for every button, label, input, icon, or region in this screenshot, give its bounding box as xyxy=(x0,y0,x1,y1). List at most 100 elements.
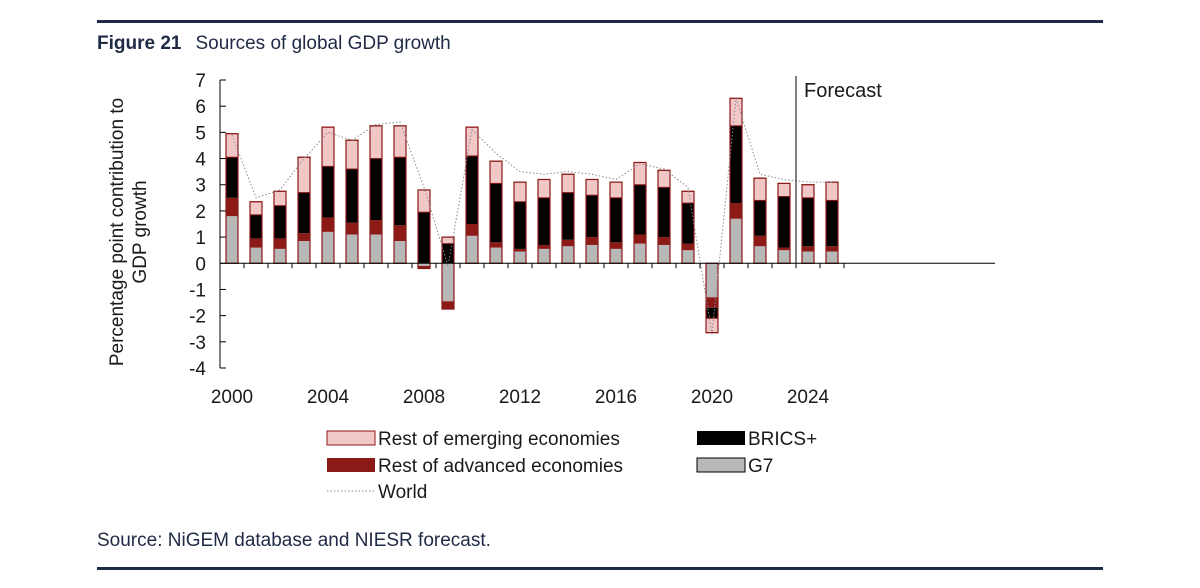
bar-g7-2004 xyxy=(322,231,334,264)
legend-swatch-g7 xyxy=(696,457,746,473)
bar-g7-2002 xyxy=(274,248,286,264)
bar-brics-2000 xyxy=(226,157,238,198)
bar-rest-advanced-2000 xyxy=(226,197,238,217)
bar-outline-2008 xyxy=(417,189,431,270)
bar-brics-2010 xyxy=(466,155,478,224)
x-tick-label: 2016 xyxy=(595,387,637,408)
x-tick-label: 2000 xyxy=(211,387,253,408)
bar-rest-advanced-2023 xyxy=(778,247,790,251)
forecast-label: Forecast xyxy=(804,80,882,102)
bar-rest-emerging-2022 xyxy=(753,177,767,201)
bar-brics-2025 xyxy=(826,200,838,247)
bar-rest-emerging-2004 xyxy=(321,126,335,167)
figure-title-text: Sources of global GDP growth xyxy=(195,33,451,54)
bar-rest-advanced-2004 xyxy=(322,217,334,232)
bar-rest-advanced-2010 xyxy=(466,224,478,236)
bar-rest-advanced-2015 xyxy=(586,237,598,245)
x-tick-label: 2008 xyxy=(403,387,445,408)
bar-brics-2009 xyxy=(442,243,454,264)
world-series-line xyxy=(231,98,832,335)
bar-g7-2001 xyxy=(250,247,262,264)
bar-outline-2009 xyxy=(441,236,455,310)
bar-g7-2022 xyxy=(754,246,766,264)
y-axis-label-line: Percentage point contribution to xyxy=(107,98,128,366)
bar-g7-2011 xyxy=(490,247,502,264)
x-tick-label: 2020 xyxy=(691,387,733,408)
y-tick-label: -4 xyxy=(189,359,206,380)
bar-rest-advanced-2012 xyxy=(514,248,526,252)
x-tick-label: 2004 xyxy=(307,387,350,408)
bar-brics-2005 xyxy=(346,169,358,223)
y-axis: -4 -3 -2 -1 0 1 2 3 4 5 6 7 xyxy=(189,71,226,380)
bar-g7-2014 xyxy=(562,246,574,264)
bar-brics-2014 xyxy=(562,192,574,240)
bars xyxy=(225,97,839,334)
bar-rest-emerging-2006 xyxy=(369,125,383,160)
bar-rest-advanced-2002 xyxy=(274,238,286,249)
bar-rest-emerging-2023 xyxy=(777,182,791,198)
bar-rest-emerging-2015 xyxy=(585,178,599,196)
y-axis-label-line: GDP growth xyxy=(130,180,151,283)
bar-brics-2021 xyxy=(730,125,742,204)
bar-rest-advanced-2003 xyxy=(298,233,310,242)
bar-brics-2017 xyxy=(634,184,646,235)
bar-rest-emerging-2005 xyxy=(345,139,359,170)
bar-g7-2020 xyxy=(706,263,718,298)
bar-rest-emerging-2014 xyxy=(561,173,575,194)
bar-rest-emerging-2010 xyxy=(465,126,479,157)
bar-brics-2015 xyxy=(586,195,598,238)
y-tick-label: -2 xyxy=(189,307,206,328)
bar-rest-emerging-2016 xyxy=(609,181,623,199)
figure-title: Figure 21 Sources of global GDP growth xyxy=(97,33,451,55)
x-tick-label: 2012 xyxy=(499,387,541,408)
bar-rest-emerging-2011 xyxy=(489,160,503,184)
legend-label-g7: G7 xyxy=(748,456,773,477)
bar-brics-2006 xyxy=(370,158,382,221)
legend-label-world: World xyxy=(378,482,427,503)
bar-rest-advanced-2025 xyxy=(826,246,838,252)
bar-brics-2018 xyxy=(658,187,670,238)
bar-brics-2016 xyxy=(610,197,622,243)
legend-label-rest-emerging: Rest of emerging economies xyxy=(378,429,620,450)
y-tick-label: 4 xyxy=(195,150,206,171)
bar-brics-2002 xyxy=(274,205,286,239)
bar-brics-2001 xyxy=(250,214,262,239)
bar-g7-2006 xyxy=(370,234,382,264)
bar-rest-advanced-2021 xyxy=(730,203,742,219)
x-tick-label: 2024 xyxy=(787,387,830,408)
bar-rest-advanced-2016 xyxy=(610,242,622,249)
bar-rest-emerging-2002 xyxy=(273,190,287,207)
bar-rest-advanced-2022 xyxy=(754,235,766,247)
legend-swatch-rest-emerging xyxy=(326,430,376,446)
bar-brics-2019 xyxy=(682,203,694,244)
y-tick-label: 7 xyxy=(195,71,206,92)
bar-g7-2018 xyxy=(658,244,670,264)
y-tick-label: 0 xyxy=(195,254,206,275)
legend-label-rest-advanced: Rest of advanced economies xyxy=(378,456,623,477)
bar-g7-2010 xyxy=(466,235,478,264)
bar-rest-emerging-2001 xyxy=(249,201,263,216)
bar-rest-emerging-2018 xyxy=(657,169,671,188)
bar-rest-advanced-2006 xyxy=(370,220,382,235)
legend: Rest of emerging economies BRICS+ Rest of … xyxy=(326,429,817,503)
bar-rest-emerging-2003 xyxy=(297,156,311,194)
bar-g7-2005 xyxy=(346,234,358,264)
bar-rest-advanced-2020 xyxy=(706,297,718,308)
top-rule xyxy=(97,20,1103,23)
bar-rest-advanced-2017 xyxy=(634,234,646,244)
bar-brics-2008 xyxy=(418,212,430,264)
bar-g7-2025 xyxy=(826,251,838,264)
y-tick-label: 2 xyxy=(195,202,206,223)
bar-g7-2016 xyxy=(610,248,622,264)
figure-number: Figure 21 xyxy=(97,33,182,54)
y-tick-label: 5 xyxy=(195,123,206,144)
bar-rest-advanced-2009 xyxy=(442,301,454,310)
bar-rest-emerging-2024 xyxy=(801,184,815,199)
bar-brics-2007 xyxy=(394,157,406,226)
bar-g7-2019 xyxy=(682,250,694,264)
bar-rest-advanced-2001 xyxy=(250,238,262,248)
bar-g7-2015 xyxy=(586,244,598,264)
source-note: Source: NiGEM database and NIESR forecas… xyxy=(97,530,491,551)
y-tick-label: -1 xyxy=(189,280,206,301)
